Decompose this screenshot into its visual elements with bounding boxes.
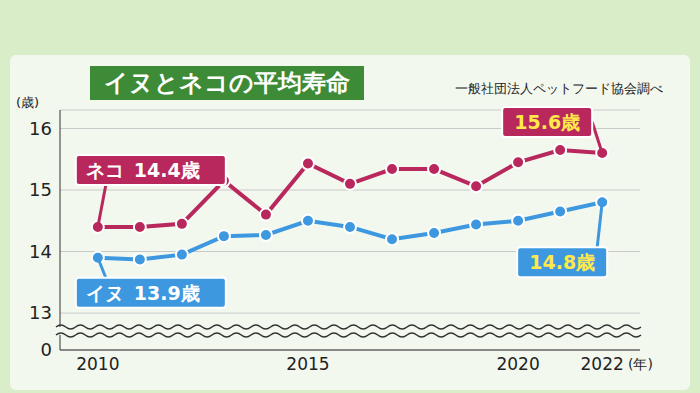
html-text:(年): (年) [628, 356, 653, 372]
svg-text:16: 16 [29, 118, 52, 139]
svg-text:15.6歳: 15.6歳 [514, 111, 580, 133]
svg-text:2015: 2015 [286, 354, 329, 374]
svg-text:0: 0 [41, 339, 52, 360]
html-text:(歳): (歳) [16, 95, 40, 110]
svg-text:13: 13 [29, 302, 52, 323]
svg-text:14: 14 [29, 241, 52, 262]
svg-text:15: 15 [29, 179, 52, 200]
svg-text:イヌ13.9歳: イヌ13.9歳 [86, 282, 200, 304]
svg-text:2020: 2020 [496, 354, 539, 374]
svg-text:2010: 2010 [76, 354, 119, 374]
svg-text:14.8歳: 14.8歳 [529, 251, 595, 273]
svg-text:ネコ14.4歳: ネコ14.4歳 [86, 159, 200, 181]
html-text:イヌとネコの平均寿命: イヌとネコの平均寿命 [104, 69, 350, 97]
html-text:一般社団法人ペットフード協会調べ: 一般社団法人ペットフード協会調べ [455, 81, 663, 96]
svg-text:2022: 2022 [581, 354, 624, 374]
